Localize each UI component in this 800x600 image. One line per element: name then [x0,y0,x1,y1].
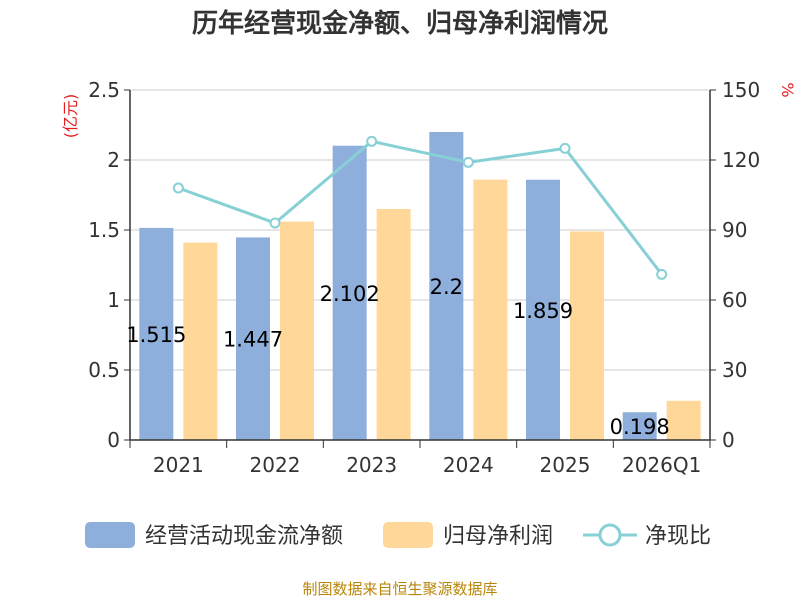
bar [280,221,314,440]
left-tick-label: 1 [107,288,120,312]
bar [622,412,657,440]
grid [130,89,710,371]
left-tick-label: 0 [107,428,120,452]
bar [526,179,560,441]
legend-swatch [383,522,433,548]
data-label: 2.2 [430,275,463,299]
left-tick-label: 2.5 [88,78,120,102]
bar [332,145,367,440]
line-point [559,142,571,154]
x-tick-label: 2026Q1 [622,453,701,477]
line-point [172,182,184,194]
legend-label: 经营活动现金流净额 [145,524,343,549]
x-tick-label: 2025 [540,453,591,477]
data-label: 2.102 [320,282,380,306]
x-tick-label: 2022 [250,453,301,477]
data-label: 1.515 [126,323,186,347]
bar [429,132,464,440]
line-point [656,268,668,280]
right-tick-label: 0 [722,428,735,452]
bars [139,132,701,441]
legend-label: 净现比 [645,524,711,549]
right-tick-label: 90 [722,218,747,242]
legend-swatch-marker [598,523,622,547]
source-note: 制图数据来自恒生聚源数据库 [302,580,497,598]
data-label: 1.859 [513,299,573,323]
bar [376,209,411,440]
axes: 0 0.5 1 1.5 2 2.5 0 30 60 90 120 150 2021 2022 2023 202… [88,78,760,477]
data-labels: 1.515 1.447 2.102 2.2 1.859 0.198 [126,275,669,439]
chart-title: 历年经营现金净额、归母净利润情况 [192,8,608,39]
bar [666,400,701,440]
bar [236,237,270,440]
line-point [269,217,281,229]
bar [139,227,174,440]
right-axis-unit: % [778,82,797,97]
right-tick-label: 30 [722,358,747,382]
ratio-line [172,135,668,280]
data-label: 0.198 [610,415,670,439]
ratio-line-path [177,139,663,276]
legend-label: 归母净利润 [443,524,553,549]
x-tick-label: 2024 [443,453,494,477]
bar [570,231,604,440]
legend: 经营活动现金流净额 归母净利润 净现比 [85,522,711,549]
legend-swatch [85,522,135,548]
left-axis-unit: (亿元) [61,94,80,139]
x-tick-label: 2021 [153,453,204,477]
right-tick-label: 120 [722,148,760,172]
bar [473,179,508,440]
x-tick-label: 2023 [346,453,397,477]
left-tick-label: 2 [107,148,120,172]
bar [183,242,218,440]
data-label: 1.447 [223,328,283,352]
right-tick-label: 150 [722,78,760,102]
left-tick-label: 0.5 [88,358,120,382]
line-point [462,156,474,168]
line-point [366,135,378,147]
left-tick-label: 1.5 [88,218,120,242]
right-tick-label: 60 [722,288,747,312]
